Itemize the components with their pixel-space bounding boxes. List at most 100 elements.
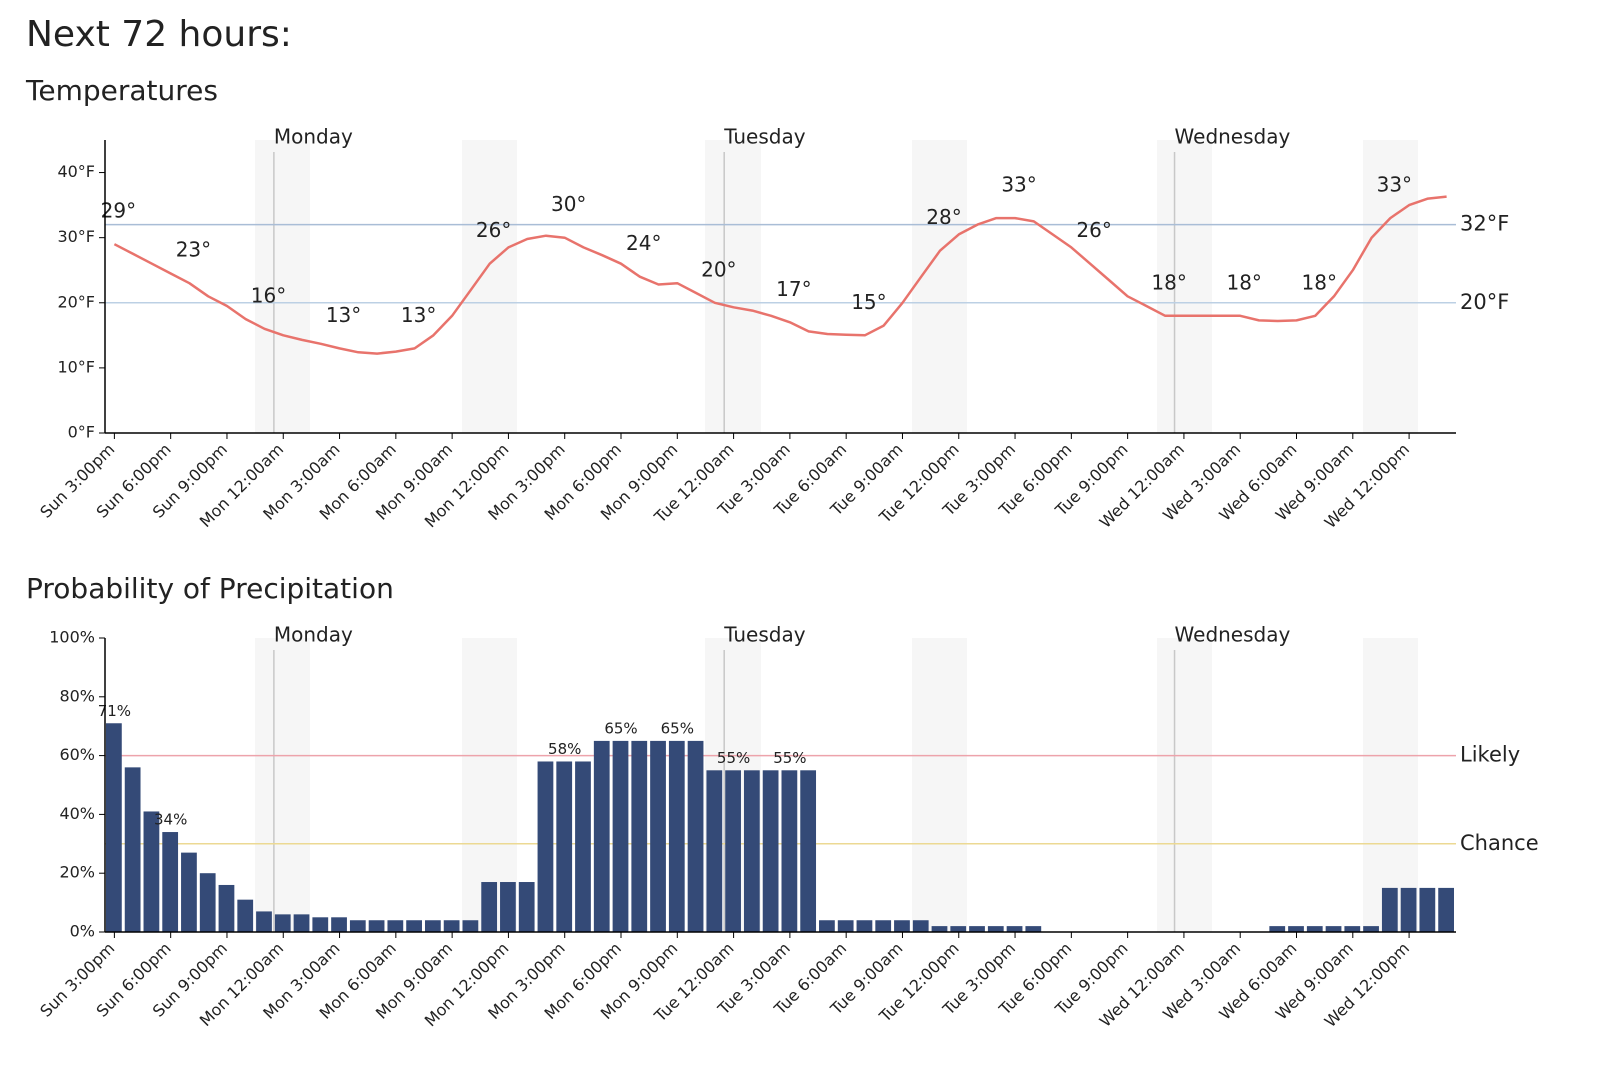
- data-label: 26°: [1076, 218, 1111, 242]
- bar: [481, 882, 498, 932]
- bar: [256, 911, 272, 932]
- data-label: 16°: [251, 283, 286, 307]
- bar: [312, 917, 329, 932]
- shade-band: [255, 140, 310, 433]
- bar: [124, 767, 141, 932]
- data-label: 20°: [701, 257, 736, 281]
- y-tick-label: 40°F: [57, 162, 95, 181]
- shade-band: [912, 638, 967, 932]
- bar: [650, 740, 666, 932]
- data-label: 33°: [1001, 173, 1036, 197]
- bar: [706, 770, 723, 932]
- shade-band: [462, 140, 517, 433]
- bar: [612, 740, 629, 932]
- bar: [781, 770, 798, 932]
- data-label: 58%: [548, 740, 581, 758]
- bar: [1306, 926, 1323, 932]
- bar: [406, 920, 422, 932]
- bar: [518, 882, 535, 932]
- y-tick-label: 80%: [59, 686, 95, 705]
- day-label: Tuesday: [723, 125, 806, 149]
- data-label: 55%: [717, 749, 750, 767]
- reference-label: Chance: [1460, 831, 1539, 855]
- data-label: 29°: [101, 199, 136, 223]
- bar: [1288, 926, 1304, 932]
- chart-title: Temperatures: [25, 74, 218, 107]
- day-label: Wednesday: [1175, 623, 1291, 647]
- data-label: 18°: [1302, 270, 1337, 294]
- bar: [969, 926, 985, 932]
- day-label: Tuesday: [723, 623, 806, 647]
- y-tick-label: 20°F: [57, 292, 95, 311]
- bar: [1344, 926, 1361, 932]
- data-label: 24°: [626, 231, 661, 255]
- bar: [443, 920, 460, 932]
- shade-band: [1363, 638, 1418, 932]
- bar: [274, 914, 291, 932]
- shading: [255, 140, 1418, 932]
- shade-band: [1157, 638, 1212, 932]
- y-tick-label: 0°F: [68, 423, 95, 442]
- bar: [800, 770, 817, 932]
- bar: [1438, 887, 1454, 932]
- bar: [537, 761, 554, 932]
- bar: [1006, 926, 1023, 932]
- bar: [1400, 887, 1417, 932]
- bar: [631, 740, 648, 932]
- chart-title: Probability of Precipitation: [26, 572, 394, 605]
- bar: [331, 917, 347, 932]
- page-title: Next 72 hours:: [26, 14, 292, 55]
- bar: [368, 920, 385, 932]
- bar: [349, 920, 366, 932]
- bar: [987, 926, 1004, 932]
- bar: [837, 920, 854, 932]
- y-tick-label: 40%: [59, 804, 95, 823]
- data-label: 28°: [926, 205, 961, 229]
- data-label: 23°: [176, 238, 211, 262]
- bar: [1025, 926, 1042, 932]
- bar: [556, 761, 573, 932]
- bar: [162, 832, 179, 932]
- bar: [500, 882, 516, 932]
- bar: [875, 920, 892, 932]
- bar: [199, 873, 216, 932]
- bar: [1363, 926, 1379, 932]
- bar: [1381, 887, 1398, 932]
- data-label: 33°: [1377, 173, 1412, 197]
- data-label: 18°: [1226, 270, 1261, 294]
- bar: [387, 920, 404, 932]
- bar: [856, 920, 873, 932]
- bar: [293, 914, 310, 932]
- day-label: Wednesday: [1175, 125, 1291, 149]
- bar: [687, 740, 704, 932]
- bar: [725, 770, 741, 932]
- bar: [593, 740, 610, 932]
- y-tick-label: 60%: [59, 745, 95, 764]
- bar: [218, 884, 235, 932]
- bar: [950, 926, 967, 932]
- bar: [668, 740, 685, 932]
- bar: [912, 920, 929, 932]
- data-label: 13°: [401, 303, 436, 327]
- data-label: 15°: [851, 290, 886, 314]
- temperature-line: [113, 195, 1447, 355]
- bar: [143, 811, 160, 932]
- shade-band: [1157, 140, 1212, 433]
- shade-band: [1363, 140, 1418, 433]
- bar: [1419, 887, 1436, 932]
- data-label: 18°: [1151, 270, 1186, 294]
- data-label: 65%: [604, 719, 637, 737]
- day-label: Monday: [274, 125, 353, 149]
- y-tick-label: 100%: [49, 628, 95, 647]
- bar: [894, 920, 910, 932]
- bar: [106, 723, 122, 932]
- bar: [181, 852, 197, 932]
- bar: [1269, 926, 1286, 932]
- y-tick-label: 10°F: [57, 357, 95, 376]
- bar: [762, 770, 779, 932]
- shade-band: [705, 140, 761, 433]
- reference-label: 20°F: [1460, 290, 1509, 314]
- reference-label: Likely: [1460, 743, 1520, 767]
- shade-band: [255, 638, 310, 932]
